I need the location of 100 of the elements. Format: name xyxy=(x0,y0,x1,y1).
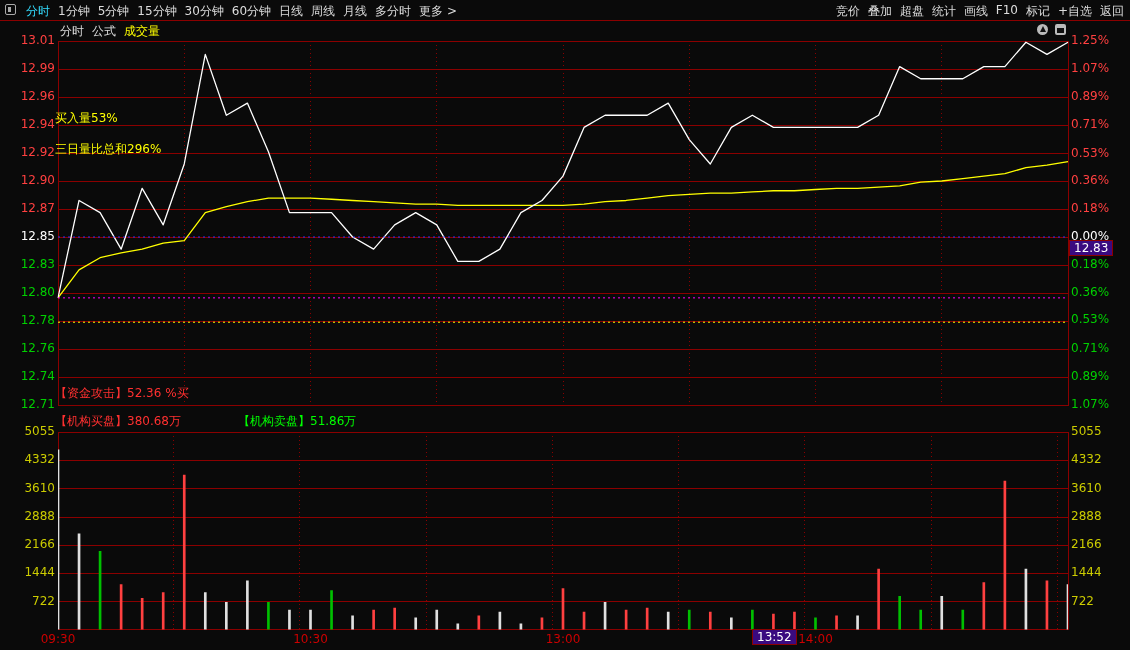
bar xyxy=(330,590,333,630)
text: 13:52 xyxy=(752,629,797,645)
y2-tick-label: 0.71% xyxy=(1071,341,1110,356)
text: 【机构卖盘】51.86万 xyxy=(238,414,357,428)
y2-tick-label: 0.36% xyxy=(1071,285,1110,300)
text: 统计 xyxy=(931,3,956,20)
text: 5分钟 xyxy=(97,3,130,20)
x-tick-label: 13:00 xyxy=(545,631,581,646)
bar xyxy=(203,592,207,630)
y2-tick-label: 0.89% xyxy=(1071,89,1110,104)
text: 画线 xyxy=(963,3,988,20)
y-tick-label: 12.83 xyxy=(20,257,55,272)
bar xyxy=(793,611,796,630)
y2-tick-label: 0.53% xyxy=(1071,312,1110,327)
y2-tick-label: 1.25% xyxy=(1071,33,1110,48)
text: 分时 xyxy=(26,3,50,20)
text: 成交量 xyxy=(124,24,160,38)
bar xyxy=(161,592,165,630)
text: 叠加 xyxy=(867,3,892,20)
text: 12.83 xyxy=(1069,240,1114,256)
y-tick-label: 1444 xyxy=(24,565,55,580)
annotation: 买入量53% xyxy=(55,111,118,125)
y-tick-label: 2888 xyxy=(24,508,55,523)
bar xyxy=(456,623,460,630)
bar xyxy=(414,617,418,630)
bar xyxy=(267,601,270,630)
text: 周线 xyxy=(311,3,336,20)
text: 60分钟 xyxy=(231,3,272,20)
y-tick-label: 12.85 xyxy=(20,229,55,244)
bar xyxy=(940,596,944,630)
y2-tick-label: 4332 xyxy=(1071,452,1102,467)
bar xyxy=(919,609,923,630)
y-tick-label: 12.74 xyxy=(20,369,55,384)
y-tick-label: 12.92 xyxy=(20,145,55,160)
text: 多分时 xyxy=(375,3,412,20)
bar xyxy=(814,617,817,630)
bar xyxy=(225,601,228,630)
y2-tick-label: 3610 xyxy=(1071,480,1102,495)
text: 标记 xyxy=(1025,3,1050,20)
text: 15分钟 xyxy=(137,3,177,20)
bar xyxy=(961,609,965,630)
bar xyxy=(351,615,354,630)
y-tick-label: 722 xyxy=(32,593,55,608)
y2-tick-label: 1.07% xyxy=(1071,61,1110,76)
text: 30分钟 xyxy=(184,3,224,20)
y2-tick-label: 0.53% xyxy=(1071,146,1110,161)
bar xyxy=(246,580,249,630)
bar xyxy=(898,596,901,630)
y2-tick-label: 0.36% xyxy=(1071,173,1110,188)
bar xyxy=(182,474,186,630)
text: +自选 xyxy=(1057,3,1092,20)
bar xyxy=(687,609,691,630)
y-tick-label: 4332 xyxy=(24,452,55,467)
text: 1分钟 xyxy=(58,3,90,20)
y2-tick-label: 0.71% xyxy=(1071,117,1110,132)
text: 日线 xyxy=(279,3,304,20)
y-tick-label: 13.01 xyxy=(20,33,55,48)
bar xyxy=(666,611,670,630)
y-tick-label: 5055 xyxy=(24,424,55,439)
text: 更多 > xyxy=(419,3,457,20)
text: 竞价 xyxy=(835,3,860,20)
annotation: 【资金攻击】52.36 %买 xyxy=(55,386,189,400)
bar xyxy=(856,615,859,630)
y-tick-label: 12.71 xyxy=(20,397,55,412)
y2-tick-label: 2888 xyxy=(1071,508,1102,523)
y2-tick-label: 0.89% xyxy=(1071,369,1110,384)
y-tick-label: 3610 xyxy=(24,480,55,495)
text: 分时 xyxy=(60,24,84,38)
y-tick-label: 12.76 xyxy=(20,341,55,356)
bar xyxy=(288,609,291,630)
bar xyxy=(772,613,775,630)
text: 返回 xyxy=(1100,3,1124,20)
x-tick-label: 10:30 xyxy=(293,631,328,646)
y2-tick-label: 722 xyxy=(1071,593,1094,608)
bar xyxy=(835,615,838,630)
y-tick-label: 12.87 xyxy=(20,201,55,216)
bar xyxy=(435,609,439,630)
annotation: 三日量比总和296% xyxy=(55,142,162,156)
bar xyxy=(730,617,733,630)
y2-tick-label: 2166 xyxy=(1071,537,1102,552)
y-tick-label: 12.80 xyxy=(20,285,55,300)
x-tick-label: 09:30 xyxy=(40,631,76,646)
y2-tick-label: 0.18% xyxy=(1071,257,1110,272)
y2-tick-label: 5055 xyxy=(1071,424,1102,439)
bar xyxy=(393,607,396,630)
text: 【机构买盘】380.68万 xyxy=(55,414,181,428)
text: 公式 xyxy=(92,24,116,38)
bar xyxy=(751,609,754,630)
bar xyxy=(877,568,880,630)
text: F10 xyxy=(995,3,1018,19)
x-tick-label: 14:00 xyxy=(798,631,833,646)
y-tick-label: 12.99 xyxy=(20,61,55,76)
y-tick-label: 12.94 xyxy=(20,117,55,132)
y-tick-label: 2166 xyxy=(24,537,55,552)
y2-tick-label: 1444 xyxy=(1071,565,1102,580)
bar xyxy=(309,609,312,630)
bar xyxy=(708,611,712,630)
y-tick-label: 12.96 xyxy=(20,89,55,104)
y2-tick-label: 0.18% xyxy=(1071,201,1110,216)
text: 超盘 xyxy=(899,3,924,20)
